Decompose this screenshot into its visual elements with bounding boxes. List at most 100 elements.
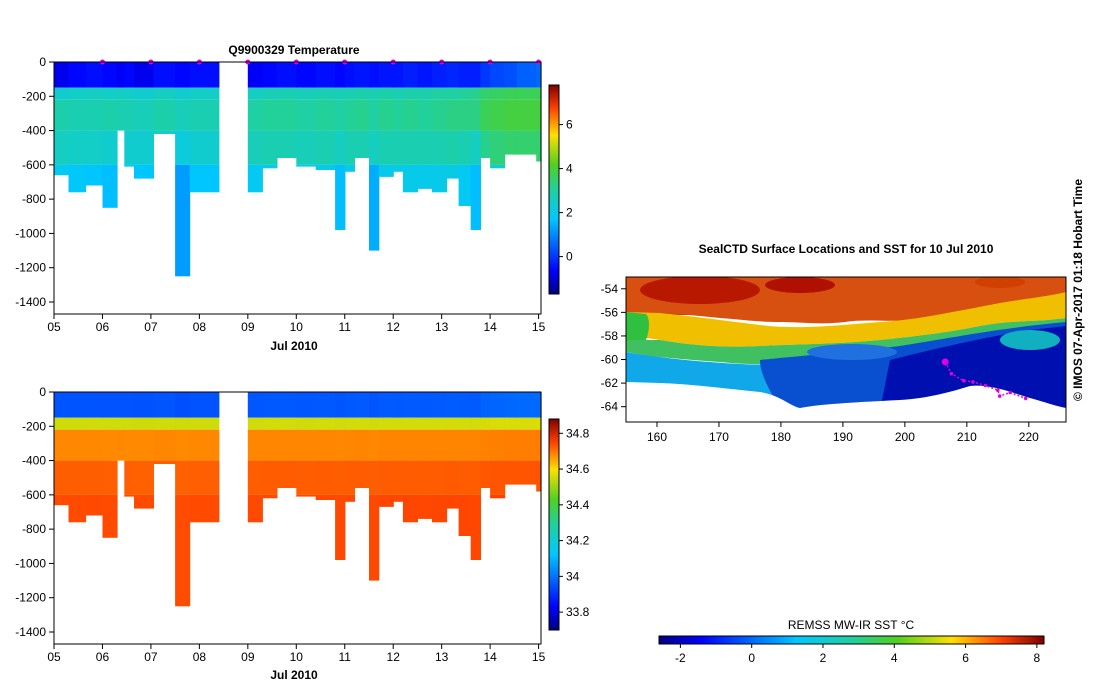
profile-cell [296, 87, 317, 100]
temperature-frame [53, 61, 542, 315]
profile-cell [504, 392, 518, 418]
profile-cell [315, 417, 336, 430]
profile-cell [458, 429, 472, 461]
profile-cell [378, 99, 394, 131]
sst-colorbar-tick-label: 0 [748, 651, 755, 665]
profile-cell [315, 164, 336, 170]
temperature-section [54, 62, 542, 277]
profile-cell [262, 460, 278, 495]
profile-cell [458, 130, 472, 165]
profile-cell [393, 99, 404, 131]
profile-cell [153, 417, 176, 430]
profile-cell [432, 429, 448, 461]
profile-cell [344, 429, 355, 461]
profile-cell [296, 164, 317, 167]
profile-cell [446, 62, 460, 88]
salinity-colorbar [548, 418, 560, 631]
profile-cell [124, 130, 135, 165]
profile-cell [504, 460, 518, 485]
temperature-panel: Q9900329 Temperature 0 -200 -400 -600 -800 -1… [15, 43, 573, 353]
profile-cell [402, 87, 418, 100]
profile-cell [153, 87, 176, 100]
profile-cell [102, 87, 118, 100]
sst-colorbar-ticks: -2 0 2 4 6 8 [675, 644, 1041, 665]
profile-cell [117, 429, 125, 461]
profile-cell [247, 494, 263, 523]
profile-cell [536, 460, 542, 492]
sst-field [626, 277, 1066, 422]
profile-cell [335, 417, 346, 430]
profile-cell [470, 62, 481, 88]
profile-cell [124, 164, 135, 167]
profile-cell [378, 460, 394, 495]
profile-cell [189, 392, 220, 418]
seal-location [971, 380, 975, 384]
profile-cell [470, 87, 481, 100]
profile-cell [315, 494, 336, 500]
profile-cell [102, 99, 118, 131]
temperature-colorbar-ticks: 0 2 4 6 [559, 118, 573, 264]
profile-cell [480, 392, 491, 418]
profile-cell [124, 62, 135, 88]
profile-cell [262, 494, 278, 499]
profile-cell [536, 429, 542, 461]
profile-cell [458, 164, 472, 206]
profile-cell [335, 494, 346, 560]
seal-location [1023, 396, 1028, 401]
profile-cell [446, 417, 460, 430]
profile-cell [432, 164, 448, 193]
profile-cell [134, 62, 154, 88]
profile-cell [393, 130, 404, 165]
profile-cell [85, 87, 104, 100]
profile-cell [335, 164, 346, 230]
profile-cell [315, 429, 336, 461]
profile-cell [402, 130, 418, 165]
profile-cell [378, 494, 394, 507]
profile-cell [335, 130, 346, 165]
y-tick-label: 0 [39, 55, 46, 69]
profile-cell [117, 417, 125, 430]
profile-cell [247, 429, 263, 461]
profile-cell [402, 99, 418, 131]
profile-cell [315, 62, 336, 88]
profile-cell [175, 417, 191, 430]
profile-cell [378, 87, 394, 100]
colorbar-tick-label: 34.8 [566, 426, 590, 440]
profile-cell [315, 460, 336, 495]
profile-cell [393, 417, 404, 430]
profile-cell [369, 429, 380, 461]
profile-cell [417, 164, 433, 189]
profile-cell [134, 494, 154, 509]
profile-cell [247, 460, 263, 495]
map-y-tick-label: -56 [601, 305, 619, 319]
profile-cell [432, 494, 448, 523]
profile-cell [117, 87, 125, 100]
seal-current-location [941, 358, 949, 366]
profile-cell [536, 62, 542, 88]
profile-cell [296, 460, 317, 495]
y-tick-label: -200 [22, 419, 46, 433]
profile-cell [417, 99, 433, 131]
profile-cell [134, 460, 154, 495]
profile-cell [402, 417, 418, 430]
profile-cell [189, 87, 220, 100]
seal-location [961, 378, 966, 383]
profile-cell [378, 429, 394, 461]
colorbar-tick-label: 34.6 [566, 462, 590, 476]
profile-cell [432, 460, 448, 495]
profile-cell [417, 429, 433, 461]
profile-cell [102, 130, 118, 165]
profile-cell [393, 164, 404, 172]
profile-cell [117, 99, 125, 131]
sst-map-panel: SealCTD Surface Locations and SST for 10… [601, 242, 1067, 665]
x-tick-label: 15 [532, 320, 546, 334]
profile-cell [369, 62, 380, 88]
profile-cell [189, 99, 220, 131]
profile-cell [262, 87, 278, 100]
salinity-x-axis: 05 06 07 08 09 10 11 12 13 14 15 [47, 644, 546, 664]
profile-cell [134, 392, 154, 418]
profile-cell [262, 164, 278, 169]
profile-cell [378, 130, 394, 165]
colorbar-tick-label: 4 [566, 162, 573, 176]
